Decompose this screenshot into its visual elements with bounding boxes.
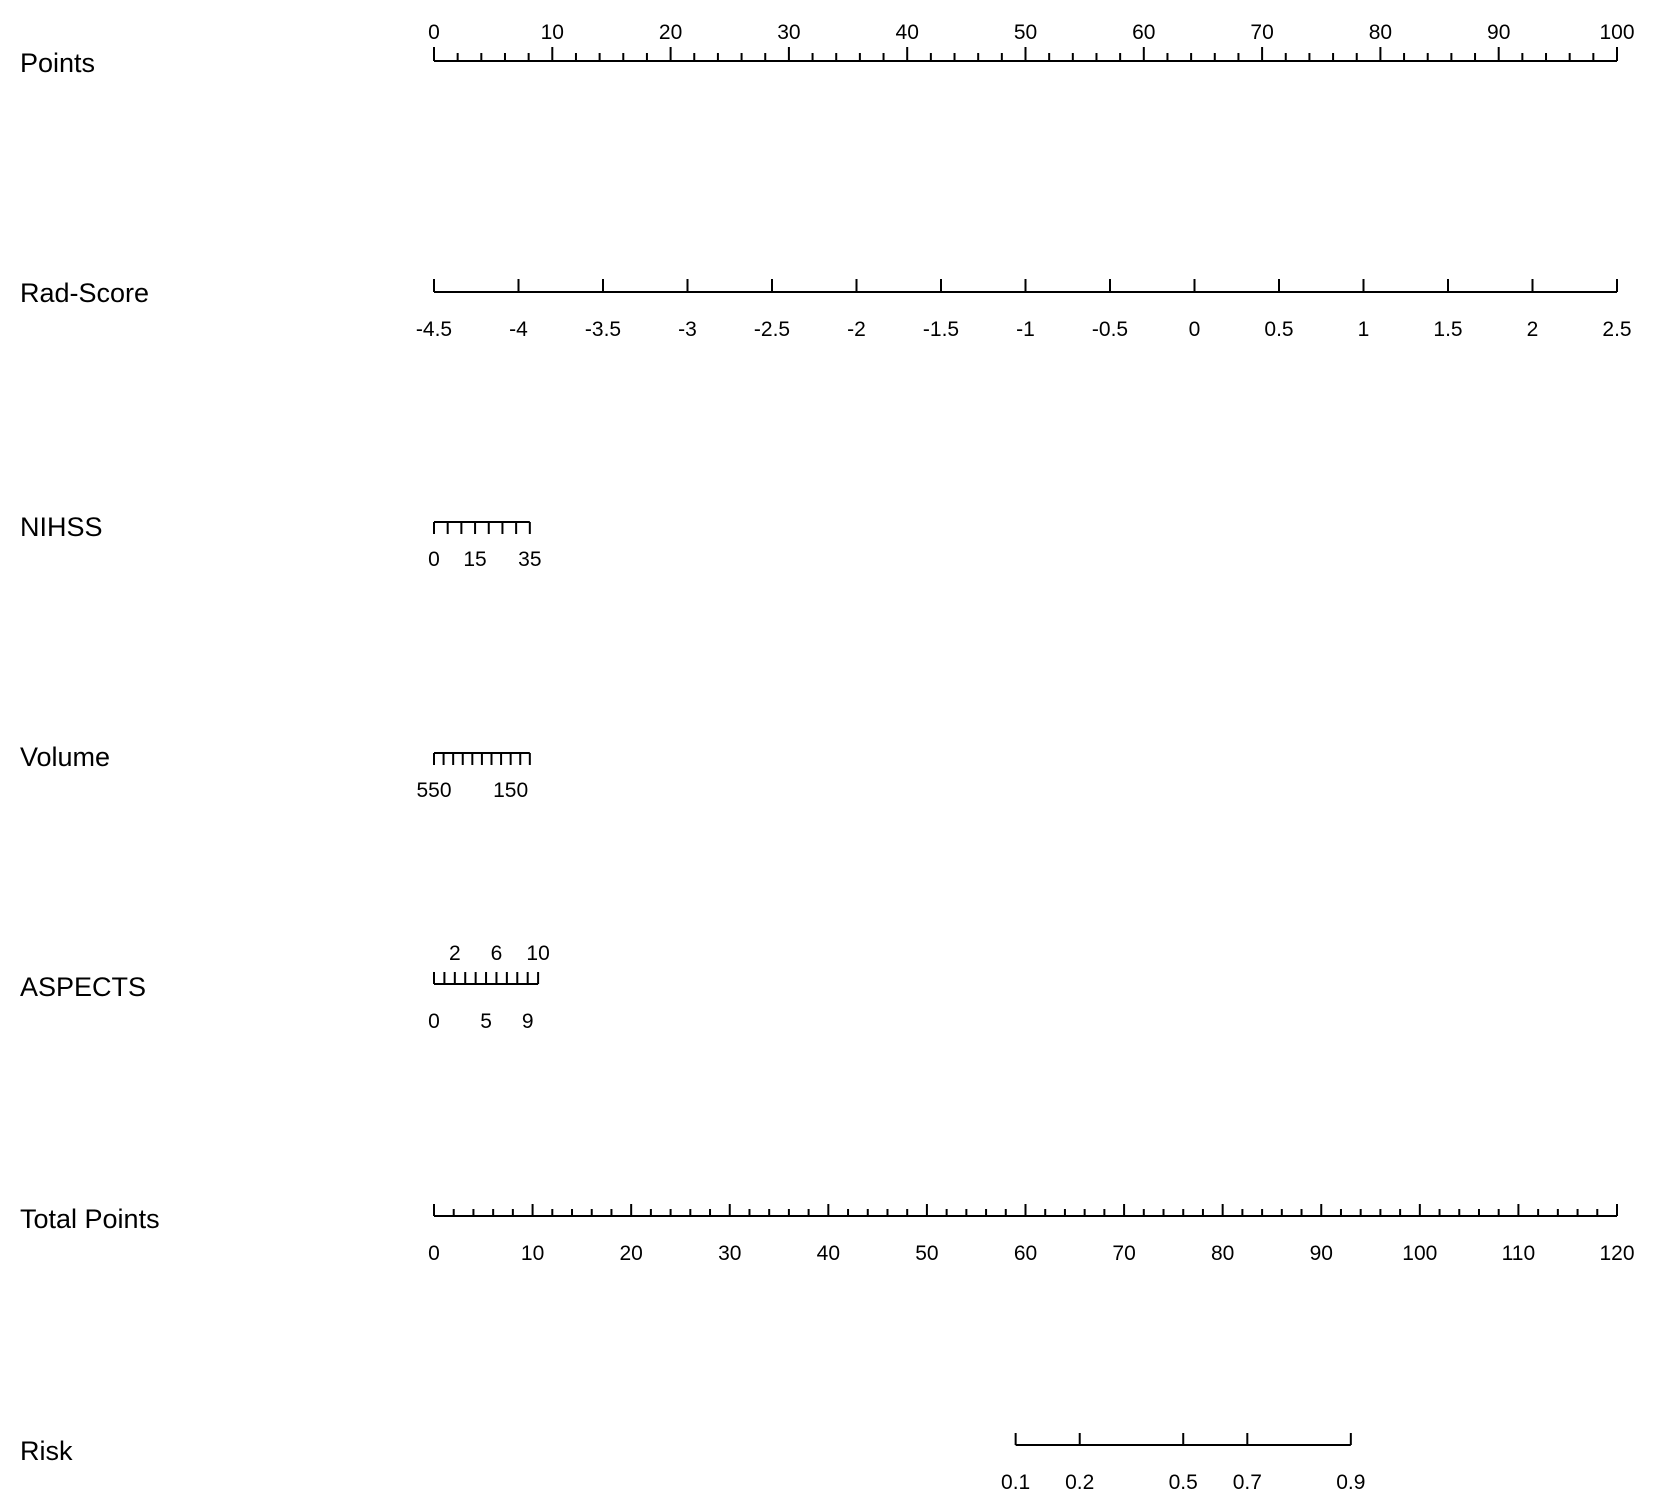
tick-label-nihss: 15	[463, 548, 486, 571]
tick-label-rad-score: -1.5	[923, 318, 959, 341]
tick-label-points: 0	[428, 21, 440, 44]
tick-label-points: 20	[659, 21, 682, 44]
tick-label-total-points: 40	[817, 1242, 840, 1265]
row-nihss: NIHSS 0 15 35	[20, 512, 542, 571]
tick-label-rad-score: -2.5	[754, 318, 790, 341]
tick-label-total-points: 110	[1502, 1242, 1535, 1265]
tick-label-points: 80	[1369, 21, 1392, 44]
tick-label-above-aspects: 2	[449, 942, 461, 965]
tick-label-points: 50	[1014, 21, 1037, 44]
tick-label-rad-score: -3	[678, 318, 697, 341]
tick-label-risk: 0.1	[1001, 1471, 1030, 1494]
tick-label-points: 10	[541, 21, 564, 44]
tick-label-rad-score: -2	[847, 318, 866, 341]
tick-label-total-points: 10	[521, 1242, 544, 1265]
tick-label-aspects: 0	[428, 1010, 440, 1033]
row-label-volume: Volume	[20, 742, 110, 772]
tick-label-rad-score: 0.5	[1264, 318, 1293, 341]
tick-label-points: 90	[1487, 21, 1510, 44]
tick-label-aspects: 9	[522, 1010, 534, 1033]
tick-label-rad-score: 1.5	[1433, 318, 1462, 341]
row-label-risk: Risk	[20, 1436, 73, 1466]
tick-label-total-points: 70	[1112, 1242, 1135, 1265]
tick-label-nihss: 0	[428, 548, 440, 571]
row-risk: Risk 0.1 0.2 0.5 0.7 0.9	[20, 1433, 1365, 1494]
tick-label-points: 40	[896, 21, 919, 44]
row-total-points: Total Points 0 10 20 30 40 50 60 70 80 90 100 110 120	[20, 1204, 1635, 1265]
row-label-aspects: ASPECTS	[20, 972, 146, 1002]
tick-label-above-aspects: 6	[491, 942, 503, 965]
tick-label-rad-score: -4.5	[416, 318, 452, 341]
tick-label-total-points: 90	[1310, 1242, 1333, 1265]
tick-label-total-points: 80	[1211, 1242, 1234, 1265]
tick-label-risk: 0.7	[1233, 1471, 1262, 1494]
row-label-nihss: NIHSS	[20, 512, 103, 542]
tick-label-rad-score: 0	[1189, 318, 1201, 341]
tick-label-risk: 0.9	[1336, 1471, 1365, 1494]
tick-label-risk: 0.5	[1169, 1471, 1198, 1494]
tick-label-total-points: 120	[1599, 1242, 1634, 1265]
row-label-total-points: Total Points	[20, 1204, 160, 1234]
row-label-rad-score: Rad-Score	[20, 278, 149, 308]
tick-label-points: 70	[1250, 21, 1273, 44]
tick-label-rad-score: -3.5	[585, 318, 621, 341]
row-aspects: ASPECTS 0 5 9 2 6 10	[20, 942, 550, 1033]
tick-label-rad-score: -0.5	[1092, 318, 1128, 341]
row-points: Points 0 10 20 30 40 50 60 70 80 90 100	[20, 21, 1635, 78]
tick-label-total-points: 60	[1014, 1242, 1037, 1265]
tick-label-nihss: 35	[518, 548, 541, 571]
row-rad-score: Rad-Score -4.5 -4 -3.5 -3 -2.5 -2 -1.5 -1 -0.5 0 0.…	[20, 278, 1632, 341]
tick-label-above-aspects: 10	[526, 942, 549, 965]
tick-label-total-points: 100	[1402, 1242, 1437, 1265]
tick-label-rad-score: -4	[509, 318, 528, 341]
tick-label-total-points: 20	[619, 1242, 642, 1265]
row-label-points: Points	[20, 48, 95, 78]
tick-label-rad-score: 1	[1358, 318, 1370, 341]
tick-label-volume: 150	[493, 779, 528, 802]
tick-label-risk: 0.2	[1065, 1471, 1094, 1494]
tick-label-points: 60	[1132, 21, 1155, 44]
tick-label-aspects: 5	[480, 1010, 492, 1033]
tick-label-rad-score: 2	[1527, 318, 1539, 341]
tick-label-points: 30	[777, 21, 800, 44]
tick-label-rad-score: 2.5	[1602, 318, 1631, 341]
tick-label-total-points: 30	[718, 1242, 741, 1265]
tick-label-points: 100	[1599, 21, 1634, 44]
tick-label-total-points: 50	[915, 1242, 938, 1265]
tick-label-rad-score: -1	[1016, 318, 1035, 341]
tick-label-volume: 550	[416, 779, 451, 802]
tick-label-total-points: 0	[428, 1242, 440, 1265]
row-volume: Volume 550 150	[20, 742, 531, 802]
